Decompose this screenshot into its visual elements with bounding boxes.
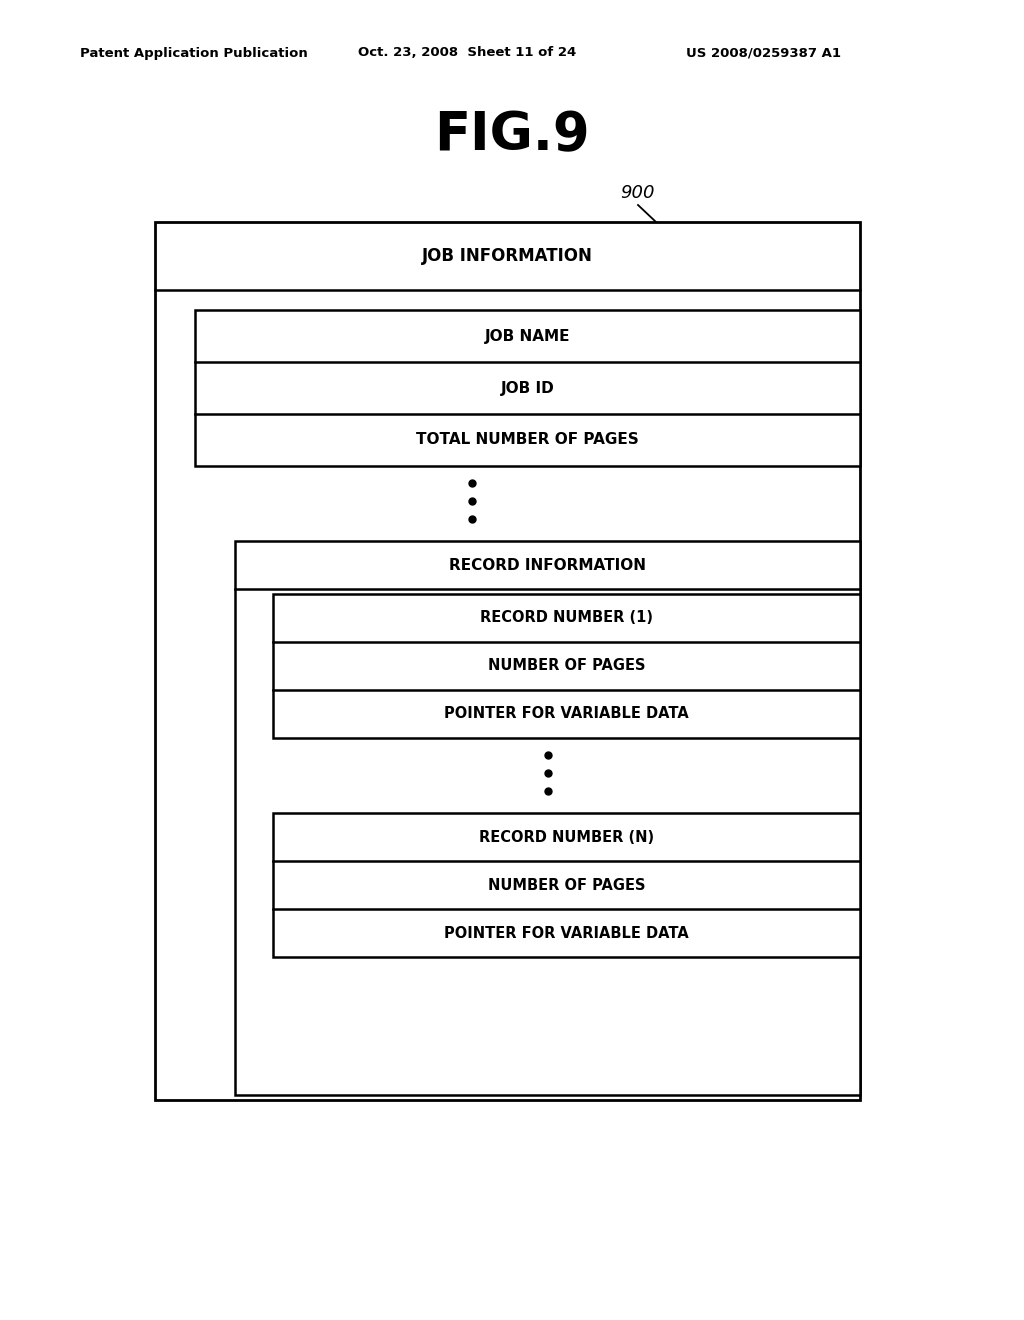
Text: NUMBER OF PAGES: NUMBER OF PAGES <box>487 659 645 673</box>
Bar <box>273 813 860 957</box>
Text: FIG.9: FIG.9 <box>434 110 590 161</box>
Text: POINTER FOR VARIABLE DATA: POINTER FOR VARIABLE DATA <box>444 706 689 722</box>
Text: RECORD NUMBER (N): RECORD NUMBER (N) <box>479 829 654 845</box>
Bar <box>234 541 860 1096</box>
Text: Oct. 23, 2008  Sheet 11 of 24: Oct. 23, 2008 Sheet 11 of 24 <box>358 46 577 59</box>
Bar <box>155 222 860 1100</box>
Text: US 2008/0259387 A1: US 2008/0259387 A1 <box>686 46 841 59</box>
Text: JOB ID: JOB ID <box>501 380 554 396</box>
Bar <box>195 310 860 466</box>
Text: POINTER FOR VARIABLE DATA: POINTER FOR VARIABLE DATA <box>444 925 689 940</box>
Text: JOB INFORMATION: JOB INFORMATION <box>422 247 593 265</box>
Text: RECORD NUMBER (1): RECORD NUMBER (1) <box>480 610 653 626</box>
Text: NUMBER OF PAGES: NUMBER OF PAGES <box>487 878 645 892</box>
Bar <box>273 594 860 738</box>
Text: JOB NAME: JOB NAME <box>484 329 570 343</box>
Text: Patent Application Publication: Patent Application Publication <box>80 46 308 59</box>
Text: TOTAL NUMBER OF PAGES: TOTAL NUMBER OF PAGES <box>416 433 639 447</box>
Text: RECORD INFORMATION: RECORD INFORMATION <box>449 557 646 573</box>
Text: 900: 900 <box>620 183 654 202</box>
